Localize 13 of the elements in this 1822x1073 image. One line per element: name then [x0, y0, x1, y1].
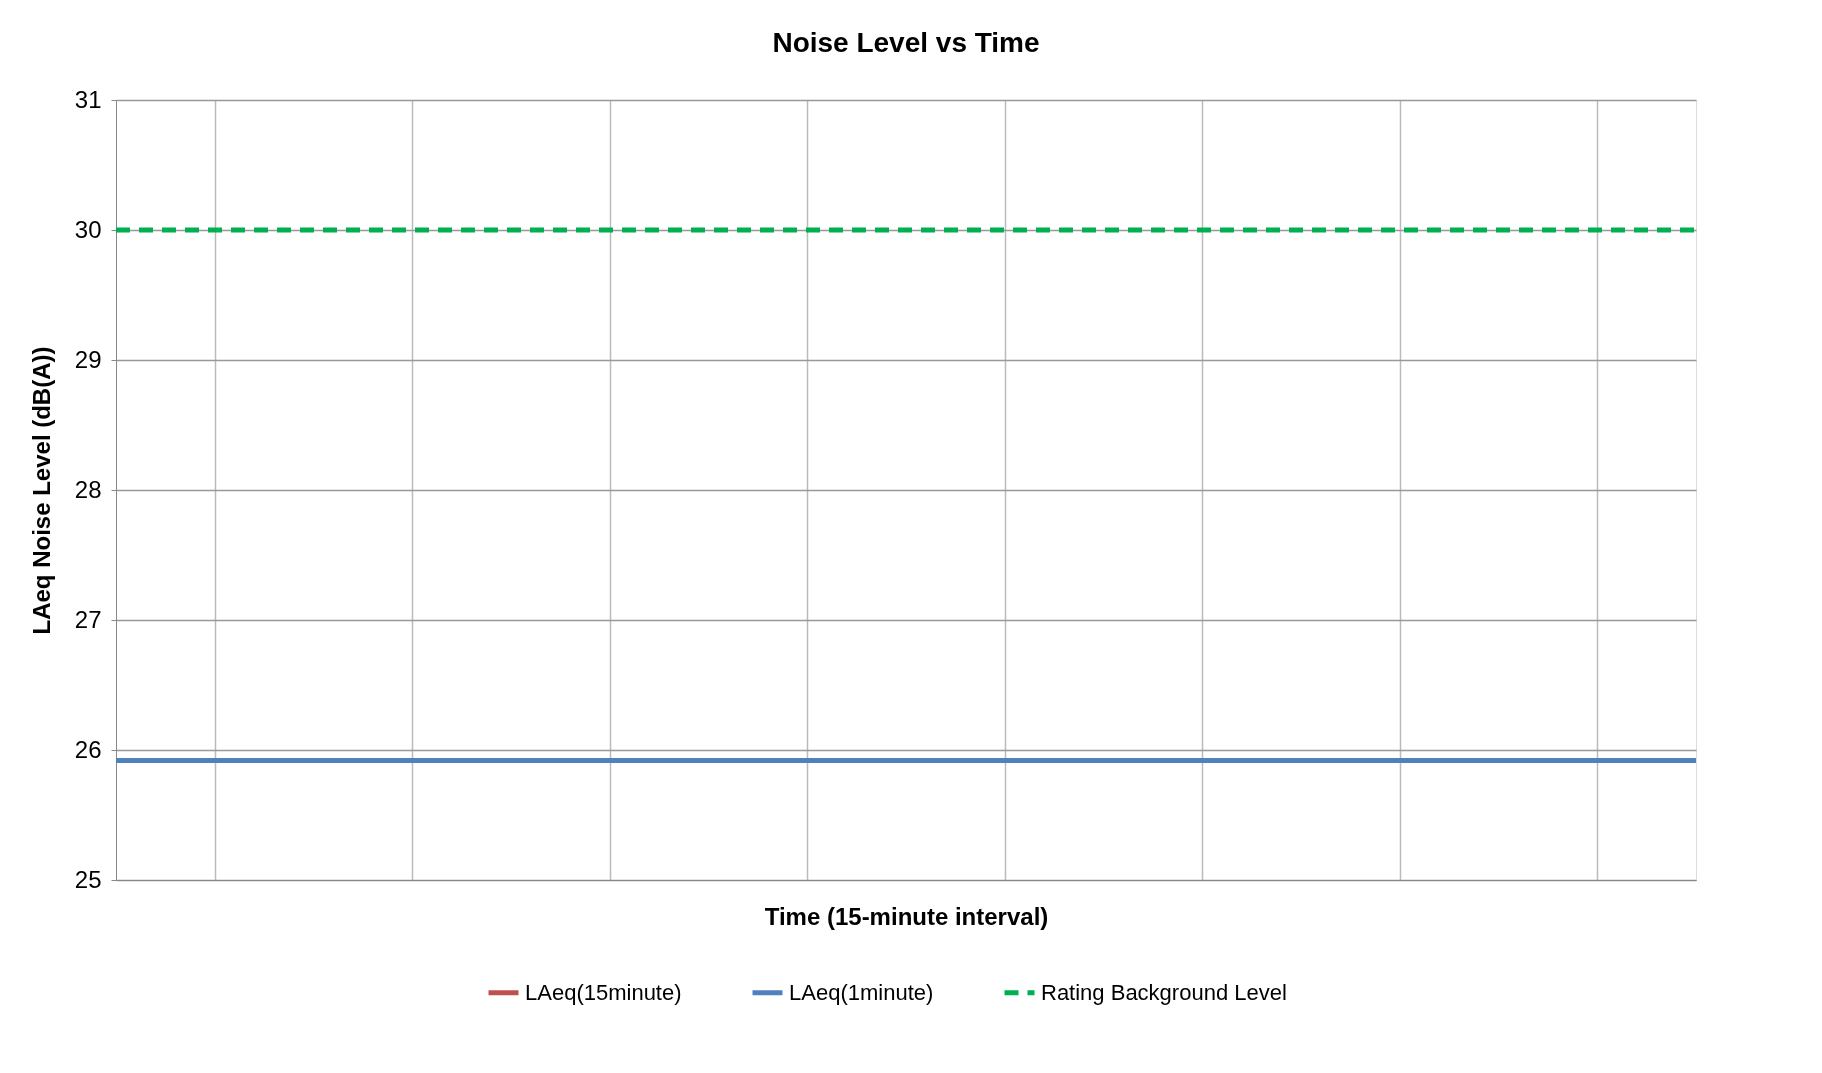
y-tick-label: 27 [74, 605, 102, 633]
y-tick-label: 26 [74, 735, 102, 763]
x-axis-title: Time (15-minute interval) [764, 902, 1049, 930]
legend-label: Rating Background Level [1041, 979, 1287, 1005]
y-tick-label: 31 [74, 85, 102, 113]
y-tick-label: 28 [74, 475, 102, 503]
y-tick-label: 30 [74, 215, 102, 243]
legend-label: LAeq(15minute) [525, 979, 682, 1005]
chart-title: Noise Level vs Time [772, 27, 1040, 58]
y-tick-label: 25 [74, 865, 102, 893]
y-tick-label: 29 [74, 345, 102, 373]
legend-label: LAeq(1minute) [789, 979, 934, 1005]
y-axis-title: LAeq Noise Level (dB(A)) [27, 346, 55, 635]
